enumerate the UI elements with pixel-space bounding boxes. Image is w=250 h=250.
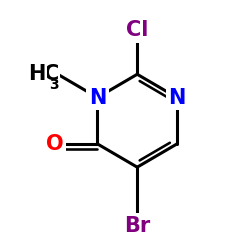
Text: C: C (44, 64, 59, 84)
Text: H: H (28, 64, 46, 84)
Text: 3: 3 (49, 78, 59, 92)
Text: N: N (89, 88, 106, 108)
Text: O: O (46, 134, 64, 154)
Text: Cl: Cl (126, 20, 148, 40)
Text: N: N (168, 88, 186, 108)
Text: Br: Br (124, 216, 150, 236)
